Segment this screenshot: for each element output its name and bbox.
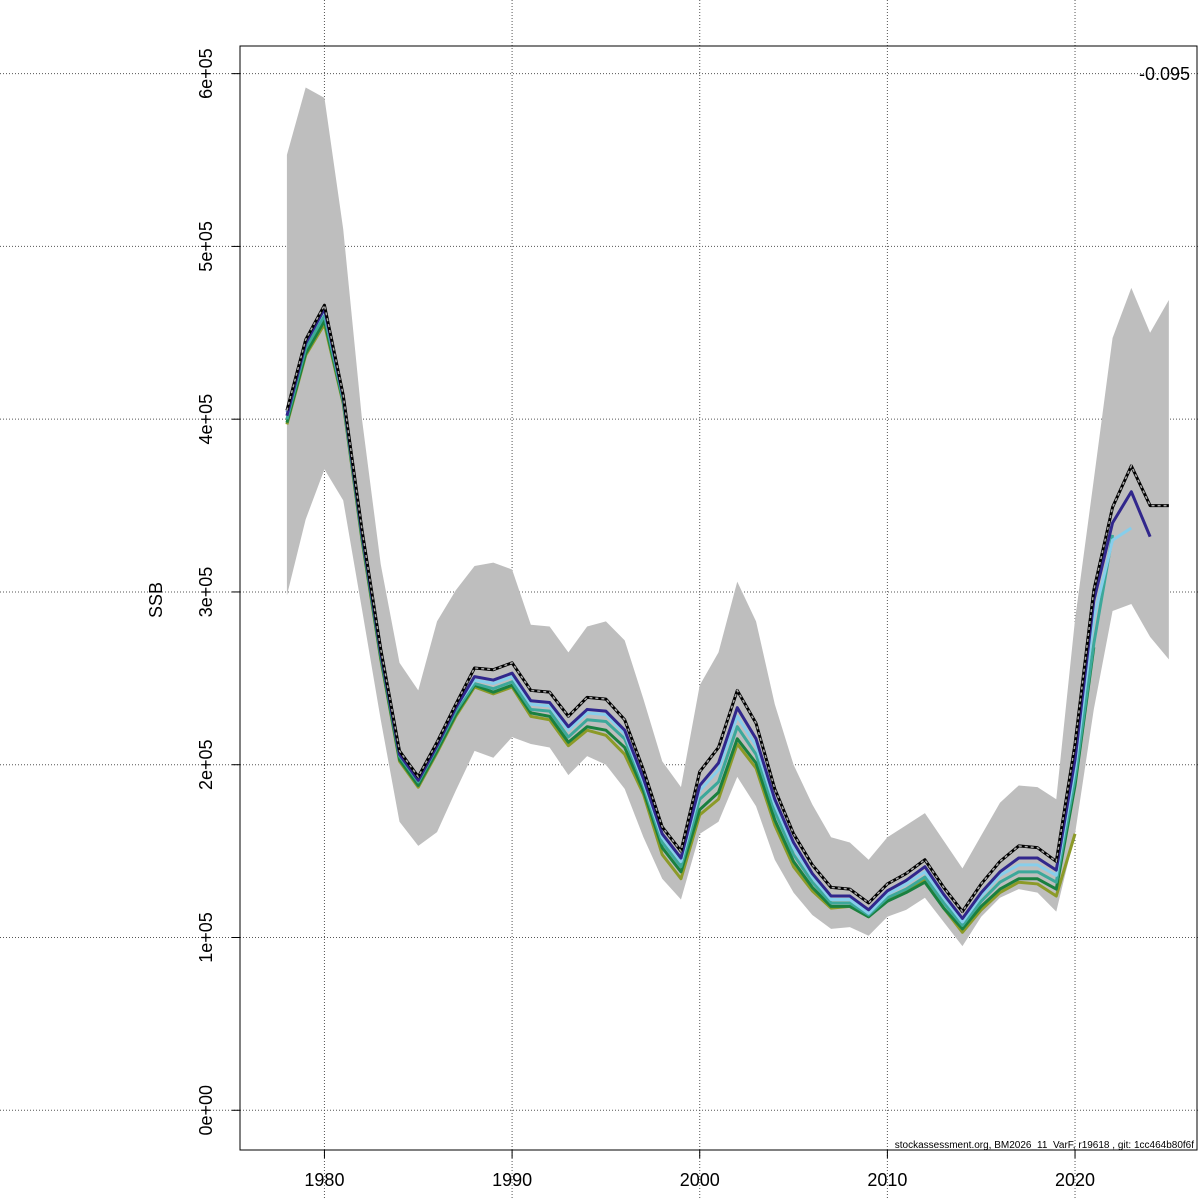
x-tick-label: 1990 (492, 1170, 532, 1190)
x-tick-label: 2000 (680, 1170, 720, 1190)
confidence-band-area (286, 87, 1169, 947)
series-line-dash-overlay (286, 303, 1169, 913)
y-tick-label: 4e+05 (196, 394, 216, 445)
series-line (285, 307, 1152, 920)
confidence-band (286, 87, 1169, 947)
y-tick-label: 3e+05 (196, 567, 216, 618)
y-tick-label: 5e+05 (196, 221, 216, 272)
y-tick-label: 6e+05 (196, 48, 216, 99)
series-lines (285, 303, 1169, 934)
x-tick-label: 2010 (867, 1170, 907, 1190)
x-tick-label: 1980 (304, 1170, 344, 1190)
y-axis-label: SSB (146, 582, 166, 618)
y-tick-label: 1e+05 (196, 912, 216, 963)
plot-frame (239, 45, 1198, 1151)
mohn-rho-annotation: -0.095 (1139, 64, 1190, 84)
series-line (285, 319, 1096, 931)
y-tick-label: 2e+05 (196, 739, 216, 790)
y-tick-label: 0e+00 (196, 1085, 216, 1136)
footer-text: stockassessment.org, BM2026_11_VarF, r19… (895, 1140, 1194, 1151)
axes: 1980 1990 2000 2010 2020 0e+00 1e+05 2e+05 3e+05… (196, 48, 1095, 1190)
x-tick-label: 2020 (1055, 1170, 1095, 1190)
